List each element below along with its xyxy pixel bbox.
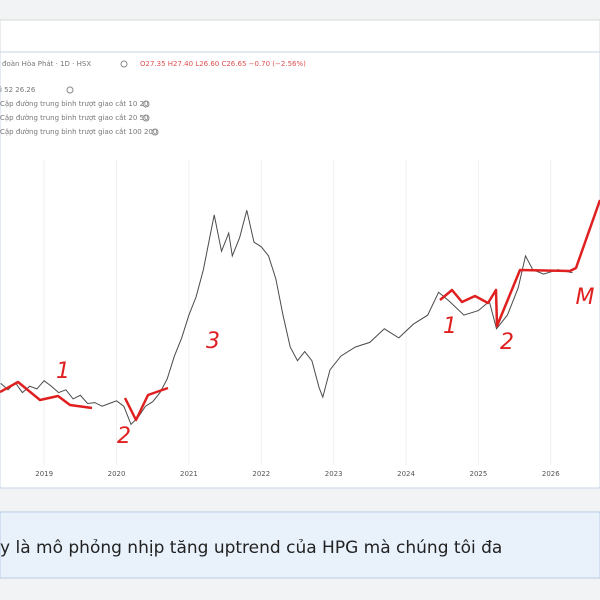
eye-icon [142, 100, 150, 108]
annotation: 3 [206, 329, 220, 354]
trend-stroke [439, 199, 600, 328]
x-tick-label: 2026 [542, 470, 560, 478]
x-tick-label: 2022 [252, 470, 270, 478]
chart-frame [0, 51, 600, 489]
trend-stroke [0, 380, 93, 410]
annotation: M [576, 285, 595, 310]
ohlc: O27.35 H27.40 L26.60 C26.65 −0.70 (−2.56… [140, 60, 306, 68]
indicator: Cặp đường trung bình trượt giao cắt 100 … [0, 127, 157, 136]
x-tick-label: 2024 [397, 470, 415, 478]
x-tick-label: 2021 [180, 470, 198, 478]
trend-stroke [123, 386, 169, 422]
eye-icon [142, 114, 150, 122]
hand-drawn-lines [0, 199, 600, 422]
eye-icon [120, 60, 128, 68]
x-tick-label: 2023 [325, 470, 343, 478]
x-tick-label: 2019 [35, 470, 53, 478]
caption-box [0, 511, 600, 579]
plot: 2019 2020 2021 2022 2023 2024 2025 2026 [0, 160, 573, 478]
annotation: 1 [443, 314, 457, 339]
indicator: Cặp đường trung bình trượt giao cắt 20 5… [0, 113, 148, 122]
x-tick-label: 2020 [108, 470, 126, 478]
annotation: 2 [500, 330, 514, 355]
indicator: Cặp đường trung bình trượt giao cắt 10 2… [0, 99, 148, 108]
annotation: 1 [56, 359, 70, 384]
toolbar [0, 19, 600, 53]
price-line [0, 210, 573, 426]
caption: y là mô phỏng nhịp tăng uptrend của HPG … [0, 538, 502, 558]
eye-icon [151, 128, 159, 136]
annotation: 2 [117, 424, 131, 449]
eye-icon [66, 86, 74, 94]
x-tick-label: 2025 [469, 470, 487, 478]
symbol: đoàn Hòa Phát · 1D · HSX [2, 60, 91, 68]
indicator: ì 52 26.26 [0, 86, 36, 94]
